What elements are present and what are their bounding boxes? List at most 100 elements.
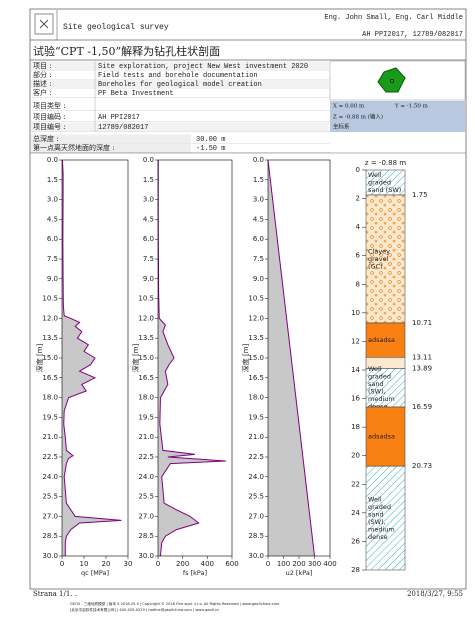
info-label: 描述 :	[33, 79, 52, 88]
layer-depth: 10.71	[412, 319, 432, 327]
coord: X = 0.00 m	[333, 104, 365, 110]
x-tick-label: 100	[277, 560, 290, 568]
y-tick-label: 28.5	[248, 532, 264, 540]
x-tick-label: 0	[266, 560, 270, 568]
y-tick-label: 22.5	[248, 453, 264, 461]
info-label: 项目编号 :	[33, 122, 66, 131]
x-tick-label: 0	[60, 560, 64, 568]
x-tick-label: 200	[176, 560, 189, 568]
area	[158, 160, 226, 556]
y-tick-label: 3.0	[143, 196, 154, 204]
y-tick-label: 18	[351, 423, 360, 431]
y-tick-label: 26	[351, 537, 360, 545]
depth-value: 30.00 m	[196, 136, 225, 144]
x-label: fs [kPa]	[183, 569, 207, 577]
y-tick-label: 16.5	[248, 374, 264, 382]
map-area	[377, 67, 406, 93]
y-tick-label: 10.5	[138, 295, 154, 303]
y-tick-label: 0.0	[47, 156, 58, 164]
x-tick-label: 0	[156, 560, 160, 568]
y-tick-label: 15.0	[138, 354, 154, 362]
y-tick-label: 10.5	[42, 295, 58, 303]
y-tick-label: 25.5	[248, 493, 264, 501]
y-tick-label: 21.0	[248, 433, 264, 441]
info-value: AH PPI2017	[98, 114, 140, 122]
y-tick-label: 16.5	[138, 374, 154, 382]
y-tick-label: 18.0	[138, 394, 154, 402]
z-label: z = -0.88 m	[365, 159, 406, 167]
coord: Y = -1.50 m	[394, 104, 429, 110]
y-tick-label: 13.5	[248, 334, 264, 342]
y-tick-label: 19.5	[42, 413, 58, 421]
y-tick-label: 8	[356, 280, 360, 288]
y-tick-label: 22.5	[42, 453, 58, 461]
y-tick-label: 1.5	[143, 176, 154, 184]
header-authors: Eng. John Small, Eng. Carl Middle	[324, 14, 463, 22]
y-tick-label: 21.0	[138, 433, 154, 441]
y-tick-label: 18.0	[248, 394, 264, 402]
x-tick-label: 20	[102, 560, 111, 568]
y-tick-label: 12	[351, 337, 360, 345]
y-tick-label: 7.5	[143, 255, 154, 263]
x-label: qc [MPa]	[81, 569, 109, 577]
y-tick-label: 24.0	[248, 473, 264, 481]
info-value: 12789/082017	[98, 124, 148, 132]
layer	[365, 406, 406, 467]
y-tick-label: 0.0	[253, 156, 264, 164]
y-tick-label: 13.5	[138, 334, 154, 342]
y-tick-label: 28.5	[138, 532, 154, 540]
layer-name: Well graded sand (SW)	[368, 171, 401, 194]
coord: 坐标系	[333, 123, 350, 131]
y-tick-label: 28	[351, 566, 360, 574]
info-value: Boreholes for geological model creation	[98, 81, 262, 89]
y-tick-label: 30.0	[42, 552, 58, 560]
y-tick-label: 22	[351, 480, 360, 488]
y-tick-label: 9.0	[47, 275, 58, 283]
y-tick-label: 2	[356, 195, 360, 203]
map-point	[389, 78, 395, 84]
y-tick-label: 7.5	[253, 255, 264, 263]
footer-credit: GEO5 - 三维地质模型 | 版本 5.2018.25.0 | Copyrig…	[70, 601, 280, 606]
y-tick-label: 12.0	[248, 314, 264, 322]
logo-mark	[39, 19, 49, 29]
y-tick-label: 1.5	[253, 176, 264, 184]
layer-name: Well graded sand (SW), medium dense	[368, 495, 397, 540]
y-tick-label: 12.0	[138, 314, 154, 322]
area	[62, 160, 122, 556]
layer-depth: 1.75	[412, 191, 428, 199]
y-tick-label: 10	[351, 309, 360, 317]
y-tick-label: 9.0	[143, 275, 154, 283]
page-frame	[29, 8, 467, 590]
y-tick-label: 4.5	[253, 215, 264, 223]
header-code: AH PPI2017, 12789/082017	[362, 31, 463, 39]
info-label: 项目编码 :	[33, 112, 66, 121]
y-tick-label: 6.0	[253, 235, 264, 243]
y-tick-label: 24.0	[42, 473, 58, 481]
y-tick-label: 28.5	[42, 532, 58, 540]
y-tick-label: 20	[351, 452, 360, 460]
y-tick-label: 18.0	[42, 394, 58, 402]
layer-depth: 13.89	[412, 364, 432, 372]
y-tick-label: 4	[356, 223, 361, 231]
y-tick-label: 6.0	[47, 235, 58, 243]
layer	[365, 194, 406, 324]
x-tick-label: 600	[225, 560, 238, 568]
y-tick-label: 0.0	[143, 156, 154, 164]
coord: Z = -0.88 m (输入)	[333, 113, 383, 121]
row-bg	[31, 61, 329, 71]
y-tick-label: 25.5	[42, 493, 58, 501]
y-label: 深度 [m]	[241, 343, 250, 372]
info-value: PF Beta Investment	[98, 90, 174, 98]
info-value: Field tests and borehole documentation	[98, 72, 258, 80]
row-bg	[31, 143, 191, 153]
info-label: 项目 :	[33, 62, 52, 70]
footer-credit: [北京中岩软件技术有限公司] | 400-029-0229 | hotline@…	[70, 607, 219, 612]
y-tick-label: 13.5	[42, 334, 58, 342]
layer-depth: 16.59	[412, 403, 432, 411]
x-label: u2 [kPa]	[286, 569, 313, 577]
y-tick-label: 14	[351, 366, 360, 374]
line	[61, 159, 122, 556]
y-tick-label: 16.5	[42, 374, 58, 382]
row-bg	[31, 88, 329, 98]
